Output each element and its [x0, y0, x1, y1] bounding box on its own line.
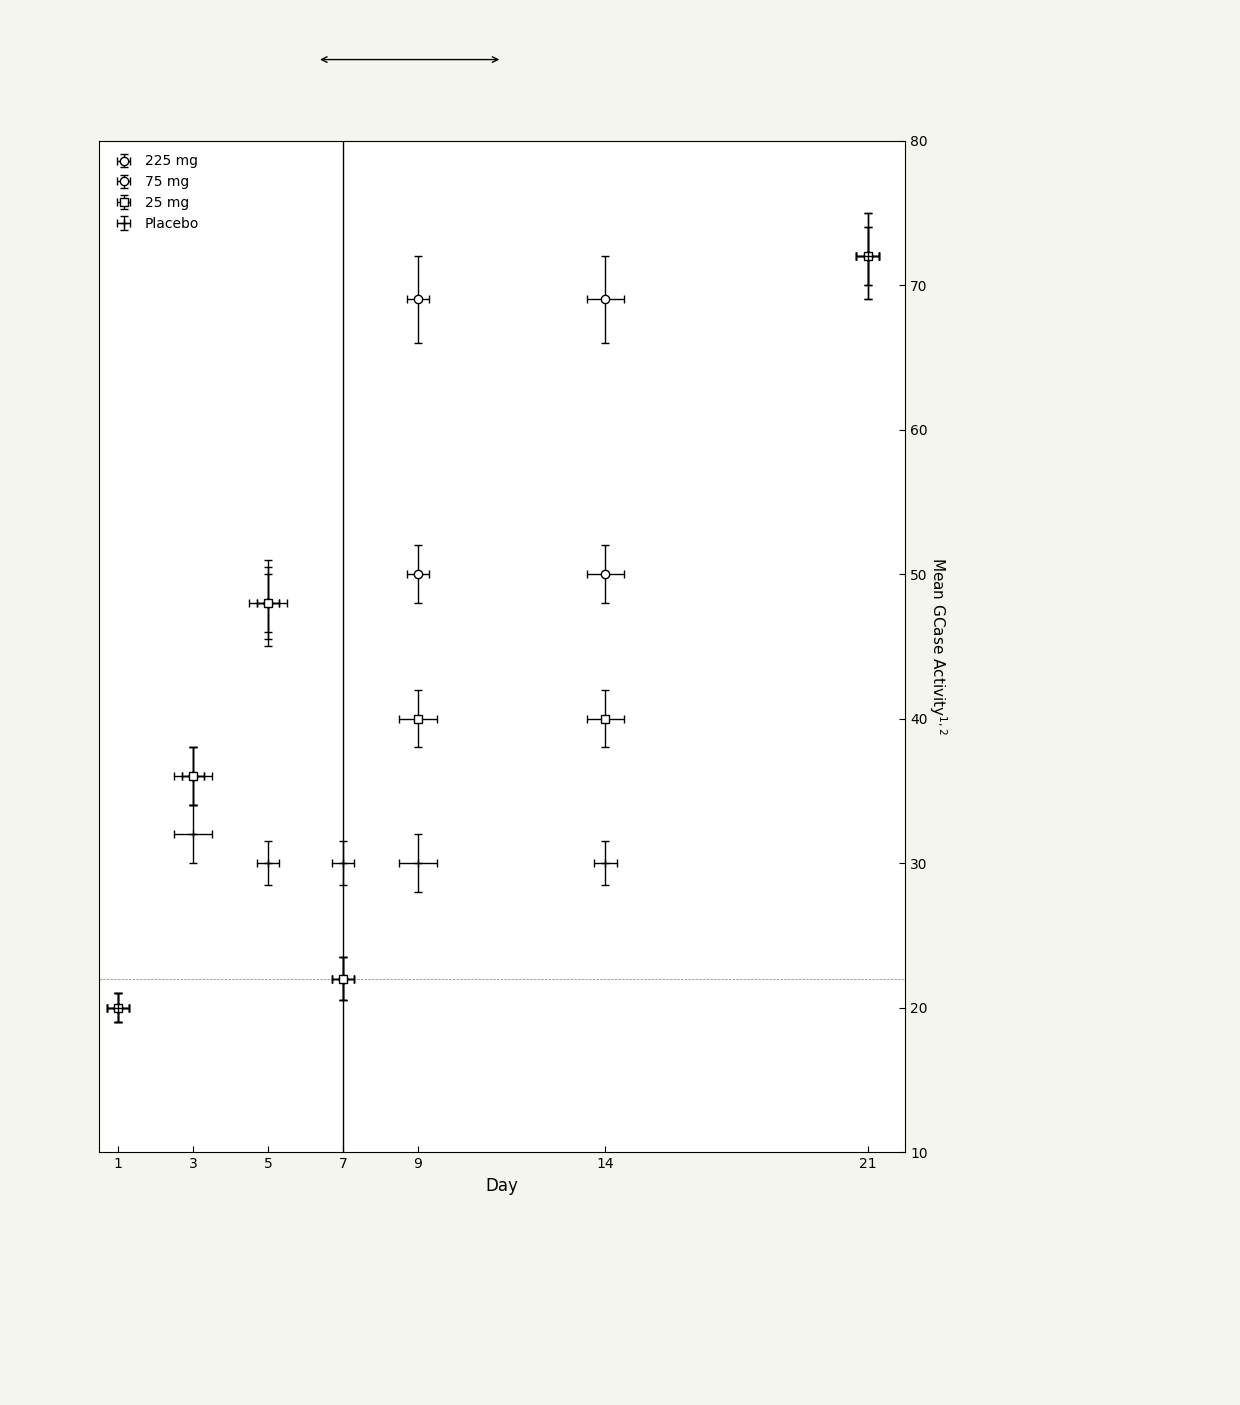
X-axis label: Day: Day [486, 1176, 518, 1194]
Legend: 225 mg, 75 mg, 25 mg, Placebo: 225 mg, 75 mg, 25 mg, Placebo [107, 148, 206, 239]
Y-axis label: Mean GCase Activity$^{1,2}$: Mean GCase Activity$^{1,2}$ [926, 558, 949, 735]
